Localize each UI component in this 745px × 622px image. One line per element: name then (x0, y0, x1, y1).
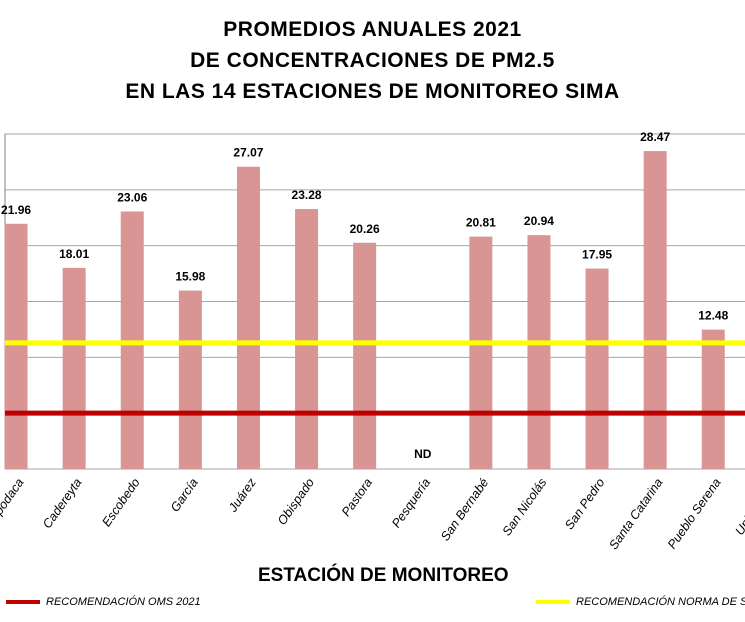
bar-12 (701, 329, 725, 469)
category-label-0: Apodaca (0, 476, 27, 525)
category-label-1: Cadereyta (40, 476, 85, 531)
category-label-12: Pueblo Serena (665, 476, 724, 552)
value-label-4: 27.07 (233, 146, 263, 160)
bar-10 (585, 268, 609, 469)
category-label-4: Juárez (225, 475, 259, 515)
legend-oms-swatch (6, 600, 40, 604)
value-label-2: 23.06 (117, 190, 147, 204)
value-label-9: 20.94 (524, 214, 554, 228)
value-label-8: 20.81 (466, 216, 496, 230)
chart-title: PROMEDIOS ANUALES 2021 DE CONCENTRACIONE… (0, 14, 745, 107)
bar-5 (295, 209, 319, 470)
legend-norma: RECOMENDACIÓN NORMA DE S (536, 596, 745, 608)
title-line-3: EN LAS 14 ESTACIONES DE MONITOREO SIMA (125, 80, 620, 103)
legend-oms: RECOMENDACIÓN OMS 2021 (6, 596, 201, 608)
legend-norma-swatch (536, 600, 570, 604)
value-label-7: ND (414, 447, 432, 461)
value-label-10: 17.95 (582, 248, 612, 262)
value-label-12: 12.48 (698, 309, 728, 323)
bar-8 (469, 236, 493, 469)
bar-6 (353, 242, 377, 469)
legend-norma-label: RECOMENDACIÓN NORMA DE S (576, 596, 745, 608)
value-label-11: 28.47 (640, 130, 670, 144)
bar-9 (527, 235, 551, 469)
category-label-10: San Pedro (562, 476, 607, 532)
category-label-6: Pastora (339, 476, 375, 519)
value-label-1: 18.01 (59, 247, 89, 261)
category-label-9: San Nicolás (500, 476, 550, 539)
category-label-13: Universidad (732, 475, 745, 538)
category-label-7: Pesquería (389, 476, 433, 531)
title-line-2: DE CONCENTRACIONES DE PM2.5 (190, 49, 555, 72)
legend-oms-label: RECOMENDACIÓN OMS 2021 (46, 596, 201, 608)
category-label-2: Escobedo (99, 476, 142, 530)
value-label-6: 20.26 (350, 222, 380, 236)
category-label-3: García (168, 476, 201, 515)
bar-11 (643, 151, 667, 469)
value-label-0: 21.96 (1, 203, 31, 217)
title-line-1: PROMEDIOS ANUALES 2021 (223, 18, 522, 41)
category-label-8: San Bernabé (438, 476, 491, 544)
bar-4 (236, 166, 260, 470)
bar-2 (120, 211, 144, 469)
value-label-5: 23.28 (292, 188, 322, 202)
bar-3 (178, 290, 202, 469)
bar-1 (62, 267, 86, 469)
category-label-5: Obispado (275, 476, 317, 528)
bar-0 (4, 223, 28, 469)
x-axis-title: ESTACIÓN DE MONITOREO (258, 565, 509, 586)
category-label-11: Santa Catarina (606, 476, 665, 552)
value-label-3: 15.98 (175, 270, 205, 284)
